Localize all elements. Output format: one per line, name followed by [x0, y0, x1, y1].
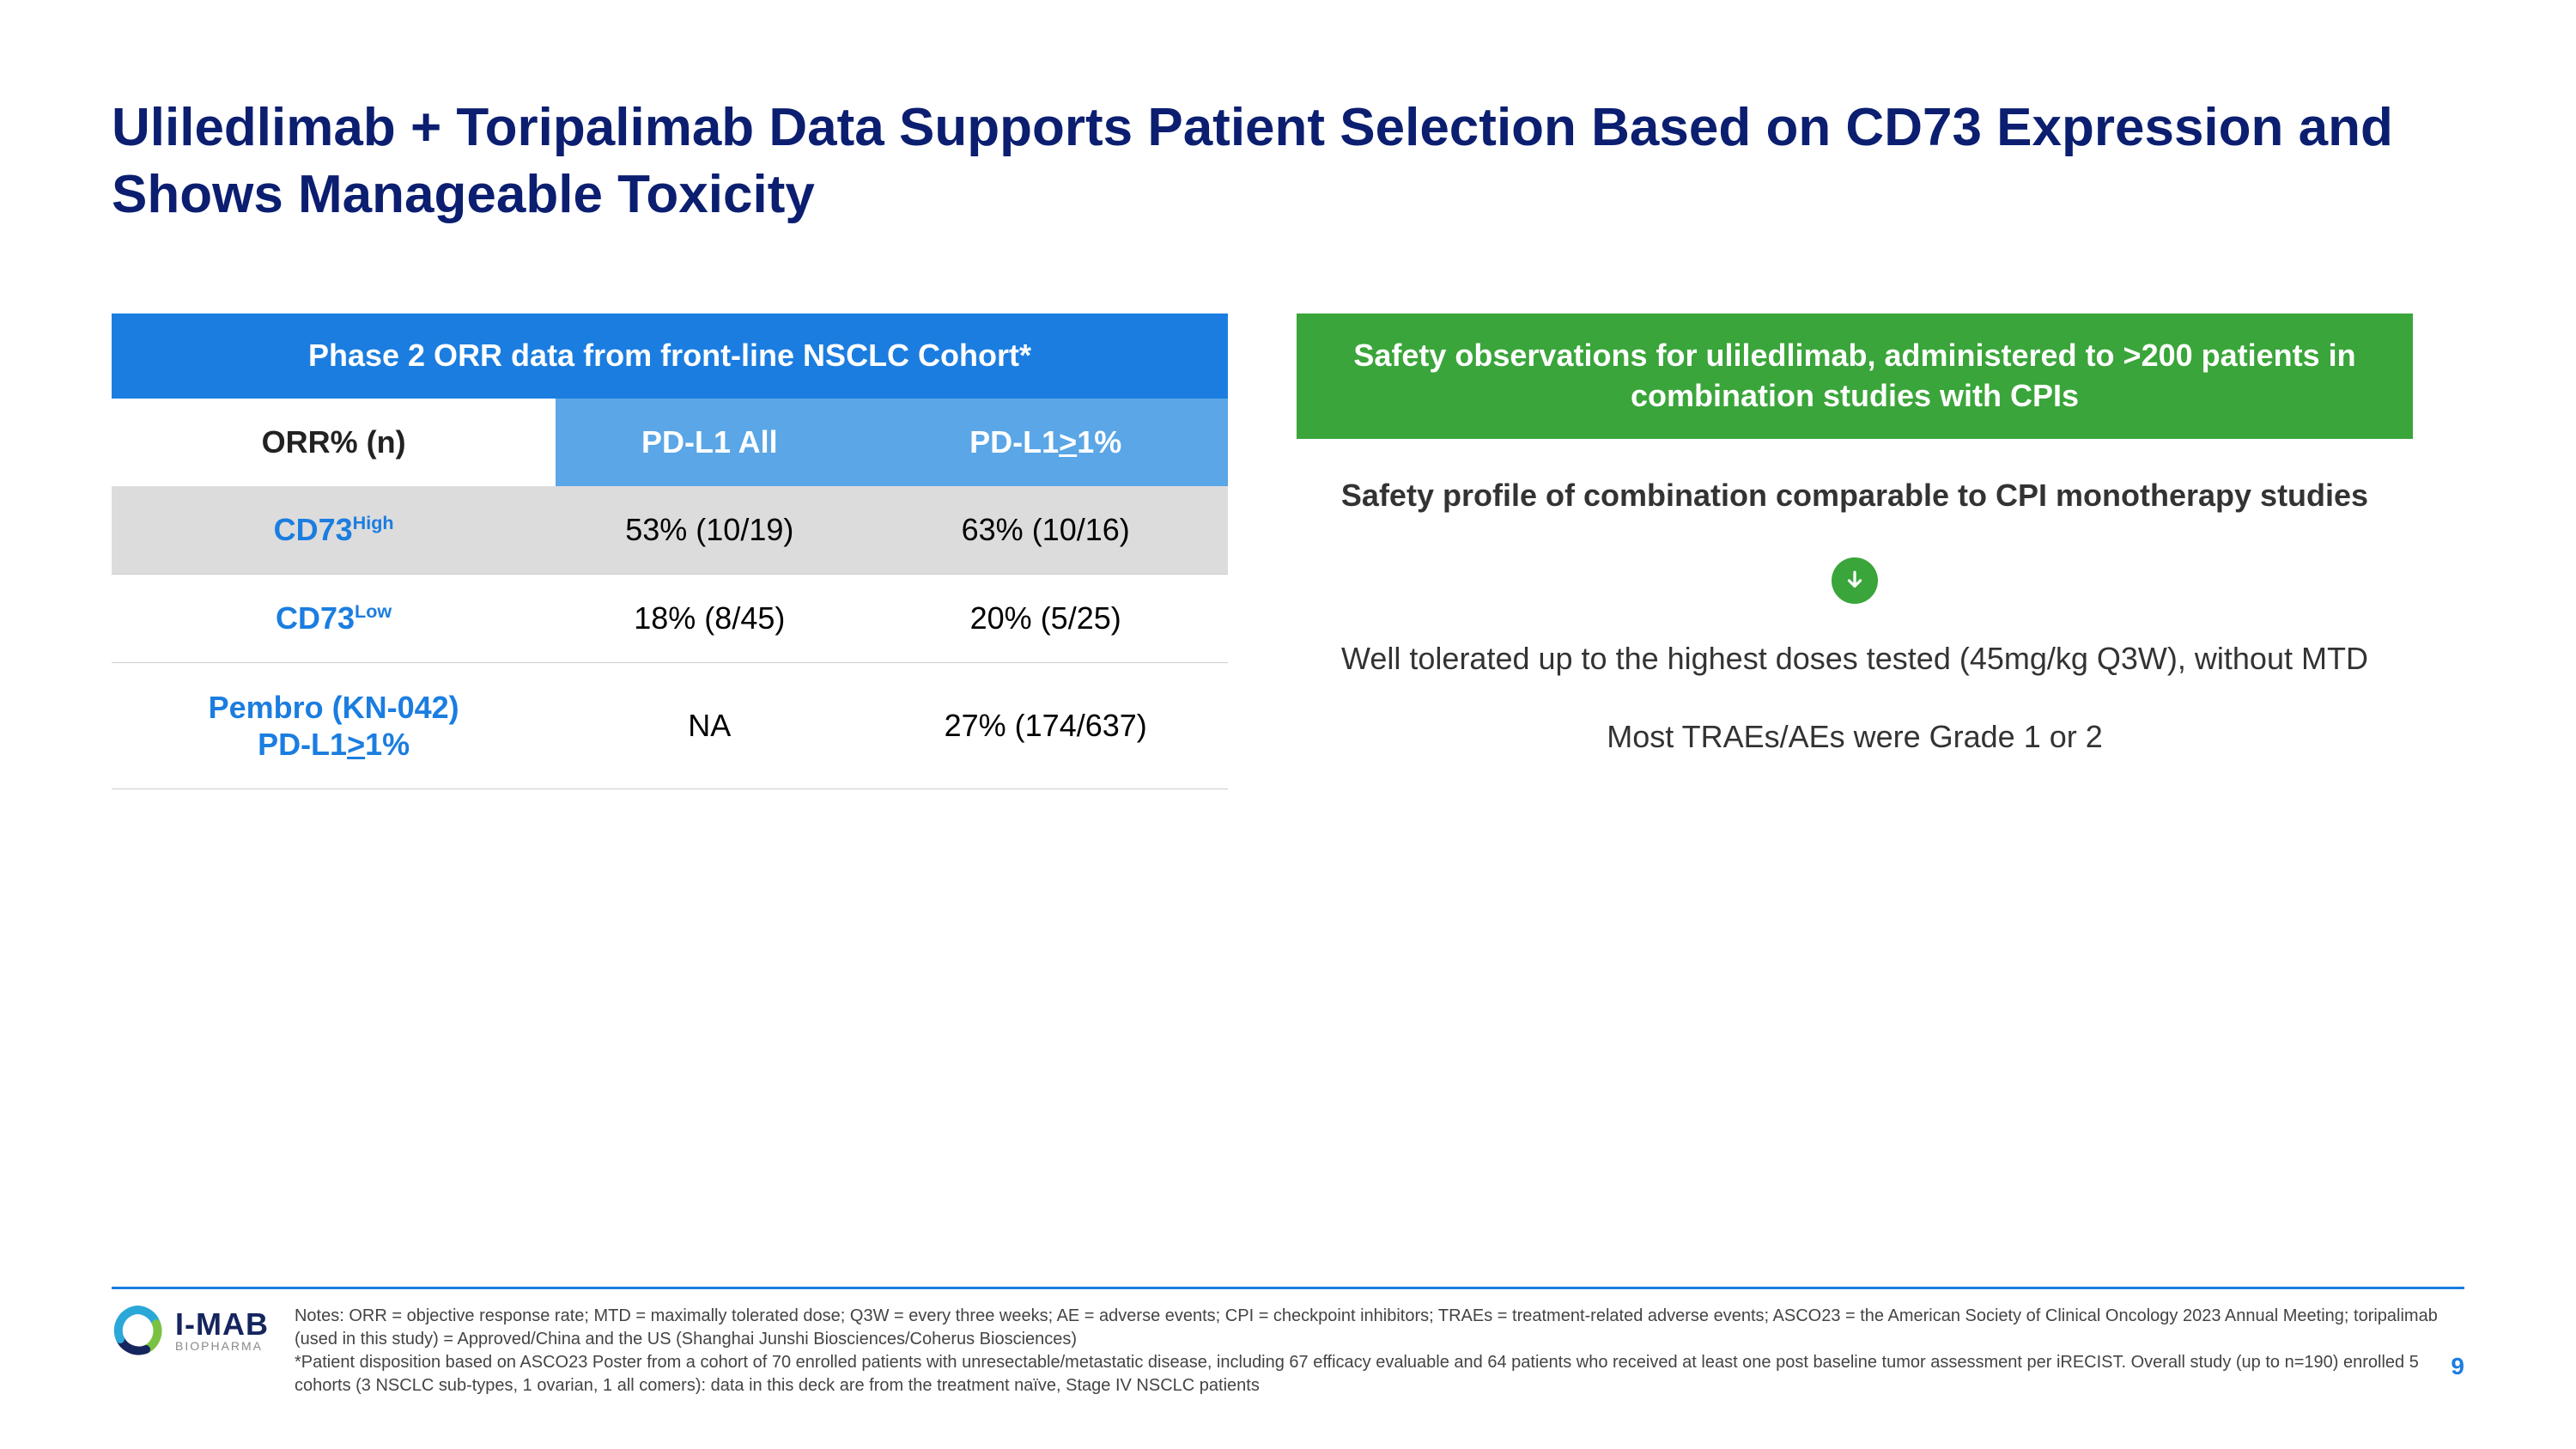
label2-ge: > [347, 727, 365, 762]
label-sup: Low [355, 600, 392, 622]
row-label-cd73high: CD73High [112, 486, 556, 575]
left-header: Phase 2 ORR data from front-line NSCLC C… [112, 314, 1228, 399]
down-arrow-icon [1832, 557, 1878, 604]
safety-p2: Most TRAEs/AEs were Grade 1 or 2 [1297, 716, 2413, 758]
page-number: 9 [2451, 1353, 2464, 1380]
footer: I-MAB BIOPHARMA Notes: ORR = objective r… [112, 1287, 2464, 1397]
table-subheader: ORR% (n) PD-L1 All PD-L1>1% [112, 399, 1228, 486]
content-columns: Phase 2 ORR data from front-line NSCLC C… [112, 314, 2464, 794]
label-main: Pembro (KN-042) [209, 690, 459, 725]
logo-main: I-MAB [175, 1309, 269, 1340]
label2-pre: PD-L1 [258, 727, 347, 762]
slide: Uliledlimab + Toripalimab Data Supports … [0, 0, 2576, 1449]
notes-line2: *Patient disposition based on ASCO23 Pos… [295, 1351, 2464, 1397]
cell: 27% (174/637) [863, 662, 1228, 788]
col2-pre: PD-L1 [969, 424, 1059, 460]
safety-lead: Safety profile of combination comparable… [1297, 475, 2413, 517]
right-panel: Safety observations for uliledlimab, adm… [1297, 314, 2413, 794]
col-pdl1-all: PD-L1 All [556, 399, 863, 486]
cell: NA [556, 662, 863, 788]
footer-notes: Notes: ORR = objective response rate; MT… [295, 1305, 2464, 1397]
logo-sub: BIOPHARMA [175, 1340, 269, 1352]
cell: 18% (8/45) [556, 574, 863, 662]
row-label-pembro: Pembro (KN-042) PD-L1>1% [112, 662, 556, 788]
orr-table: ORR% (n) PD-L1 All PD-L1>1% CD73High 53%… [112, 399, 1228, 789]
cell: 53% (10/19) [556, 486, 863, 575]
col2-ge: > [1059, 424, 1077, 460]
slide-title: Uliledlimab + Toripalimab Data Supports … [112, 94, 2464, 228]
logo: I-MAB BIOPHARMA [112, 1305, 269, 1356]
col-pdl1-ge1: PD-L1>1% [863, 399, 1228, 486]
label-sup: High [353, 512, 394, 533]
table-row: CD73Low 18% (8/45) 20% (5/25) [112, 574, 1228, 662]
logo-icon [112, 1305, 163, 1356]
logo-text: I-MAB BIOPHARMA [175, 1309, 269, 1352]
col2-post: 1% [1077, 424, 1121, 460]
label-main: CD73 [274, 512, 353, 547]
left-panel: Phase 2 ORR data from front-line NSCLC C… [112, 314, 1228, 794]
row-label-cd73low: CD73Low [112, 574, 556, 662]
cell: 20% (5/25) [863, 574, 1228, 662]
arrow-svg [1844, 569, 1866, 592]
safety-block: Safety profile of combination comparable… [1297, 475, 2413, 758]
label2-post: 1% [365, 727, 410, 762]
safety-p1: Well tolerated up to the highest doses t… [1297, 638, 2413, 680]
label-main: CD73 [276, 600, 355, 636]
col-orr: ORR% (n) [112, 399, 556, 486]
notes-line1: Notes: ORR = objective response rate; MT… [295, 1305, 2464, 1351]
cell: 63% (10/16) [863, 486, 1228, 575]
table-row: CD73High 53% (10/19) 63% (10/16) [112, 486, 1228, 575]
table-row: Pembro (KN-042) PD-L1>1% NA 27% (174/637… [112, 662, 1228, 788]
right-header: Safety observations for uliledlimab, adm… [1297, 314, 2413, 439]
